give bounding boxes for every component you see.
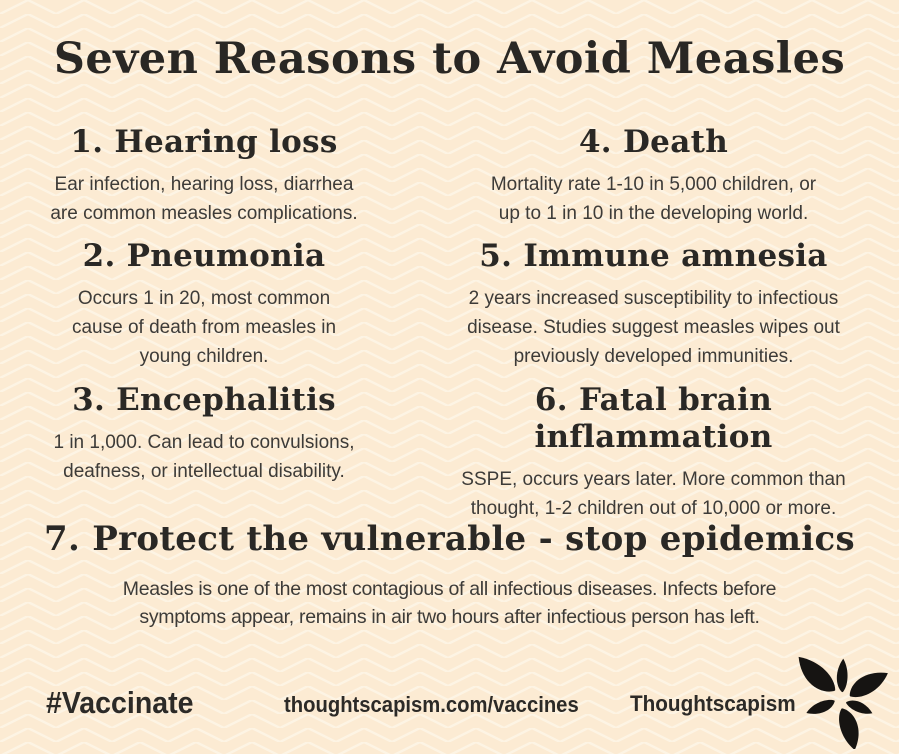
section-body: 1 in 1,000. Can lead to convulsions, dea… [6,428,402,486]
section-heading: 7. Protect the vulnerable - stop epidemi… [44,519,855,559]
poster-title: Seven Reasons to Avoid Measles [53,34,846,84]
section-death: 4. Death Mortality rate 1-10 in 5,000 ch… [408,124,899,228]
section-body: SSPE, occurs years later. More common th… [414,465,893,523]
body-line: disease. Studies suggest measles wipes o… [467,317,840,339]
body-line: deafness, or intellectual disability. [63,461,345,483]
section-heading: 1. Hearing loss [70,124,338,160]
body-line: Ear infection, hearing loss, diarrhea [54,174,354,196]
body-line: symptoms appear, remains in air two hour… [139,605,760,628]
section-fatal-brain-inflammation: 6. Fatal brain inflammation SSPE, occurs… [408,382,899,523]
section-immune-amnesia: 5. Immune amnesia 2 years increased susc… [408,238,899,371]
vaccinate-hashtag: #Vaccinate [46,685,194,720]
body-line: previously developed immunities. [513,346,794,368]
body-line: young children. [139,346,269,368]
row-1: 1. Hearing loss Ear infection, hearing l… [0,124,899,228]
section-heading: 3. Encephalitis [72,382,336,418]
section-encephalitis: 3. Encephalitis 1 in 1,000. Can lead to … [0,382,408,523]
body-line: Mortality rate 1-10 in 5,000 children, o… [490,174,817,196]
row-3: 3. Encephalitis 1 in 1,000. Can lead to … [0,382,899,523]
body-line: cause of death from measles in [71,317,337,339]
row-2: 2. Pneumonia Occurs 1 in 20, most common… [0,238,899,371]
section-protect-the-vulnerable: 7. Protect the vulnerable - stop epidemi… [0,519,899,631]
body-line: Occurs 1 in 20, most common [77,288,331,310]
body-line: 2 years increased susceptibility to infe… [468,288,839,310]
brand-name: Thoughtscapism [630,691,796,716]
body-line: Measles is one of the most contagious of… [122,577,777,600]
section-pneumonia: 2. Pneumonia Occurs 1 in 20, most common… [0,238,408,371]
body-line: up to 1 in 10 in the developing world. [498,203,809,225]
section-heading: 4. Death [578,124,729,160]
section-body: Occurs 1 in 20, most common cause of dea… [6,284,402,371]
body-line: 1 in 1,000. Can lead to convulsions, [53,432,355,454]
section-body: 2 years increased susceptibility to infe… [414,284,893,371]
body-line: are common measles complications. [50,203,358,225]
flower-logo [798,656,888,749]
section-body: Measles is one of the most contagious of… [0,575,899,631]
section-hearing-loss: 1. Hearing loss Ear infection, hearing l… [0,124,408,228]
section-body: Ear infection, hearing loss, diarrhea ar… [6,170,402,228]
section-heading: 6. Fatal brain inflammation [534,382,773,456]
section-heading: 2. Pneumonia [82,238,326,274]
website-url: thoughtscapism.com/vaccines [284,692,579,717]
body-line: SSPE, occurs years later. More common th… [461,469,846,491]
body-line: thought, 1-2 children out of 10,000 or m… [470,498,837,520]
section-heading: 5. Immune amnesia [479,238,828,274]
section-body: Mortality rate 1-10 in 5,000 children, o… [414,170,893,228]
